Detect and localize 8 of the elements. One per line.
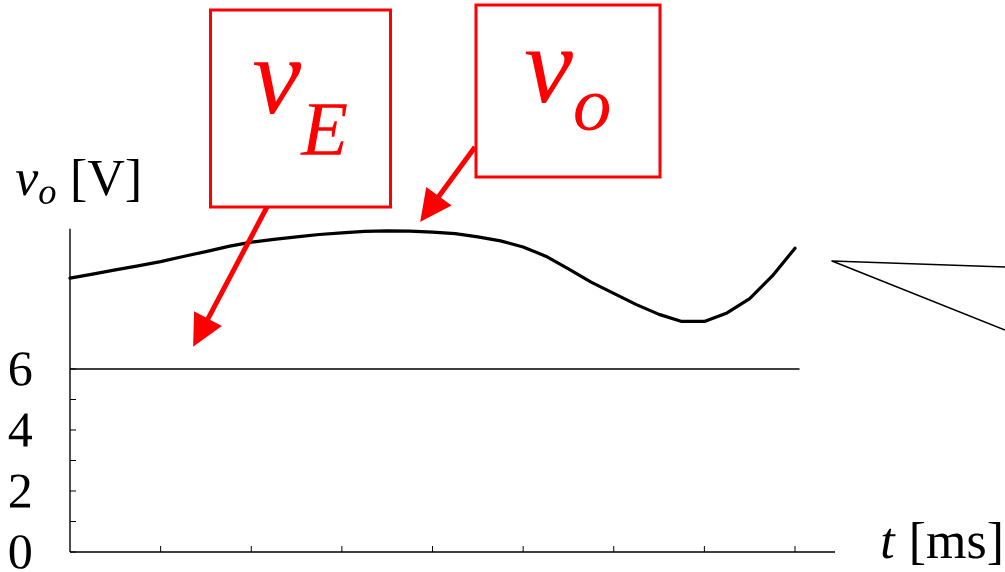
series-label: v$_{o}$ (525, 51, 610, 131)
x-axis-title: t [ms] (882, 521, 1001, 565)
y-tick-label: 4 (8, 413, 33, 447)
y-tick-label: 0 (9, 535, 31, 569)
y-tick-label: 2 (10, 474, 31, 508)
y-tick-label: 6 (9, 352, 32, 386)
ref-line-label: v$_{E}$ (253, 62, 347, 155)
text: v$_{o}$ [V] (15, 158, 139, 204)
